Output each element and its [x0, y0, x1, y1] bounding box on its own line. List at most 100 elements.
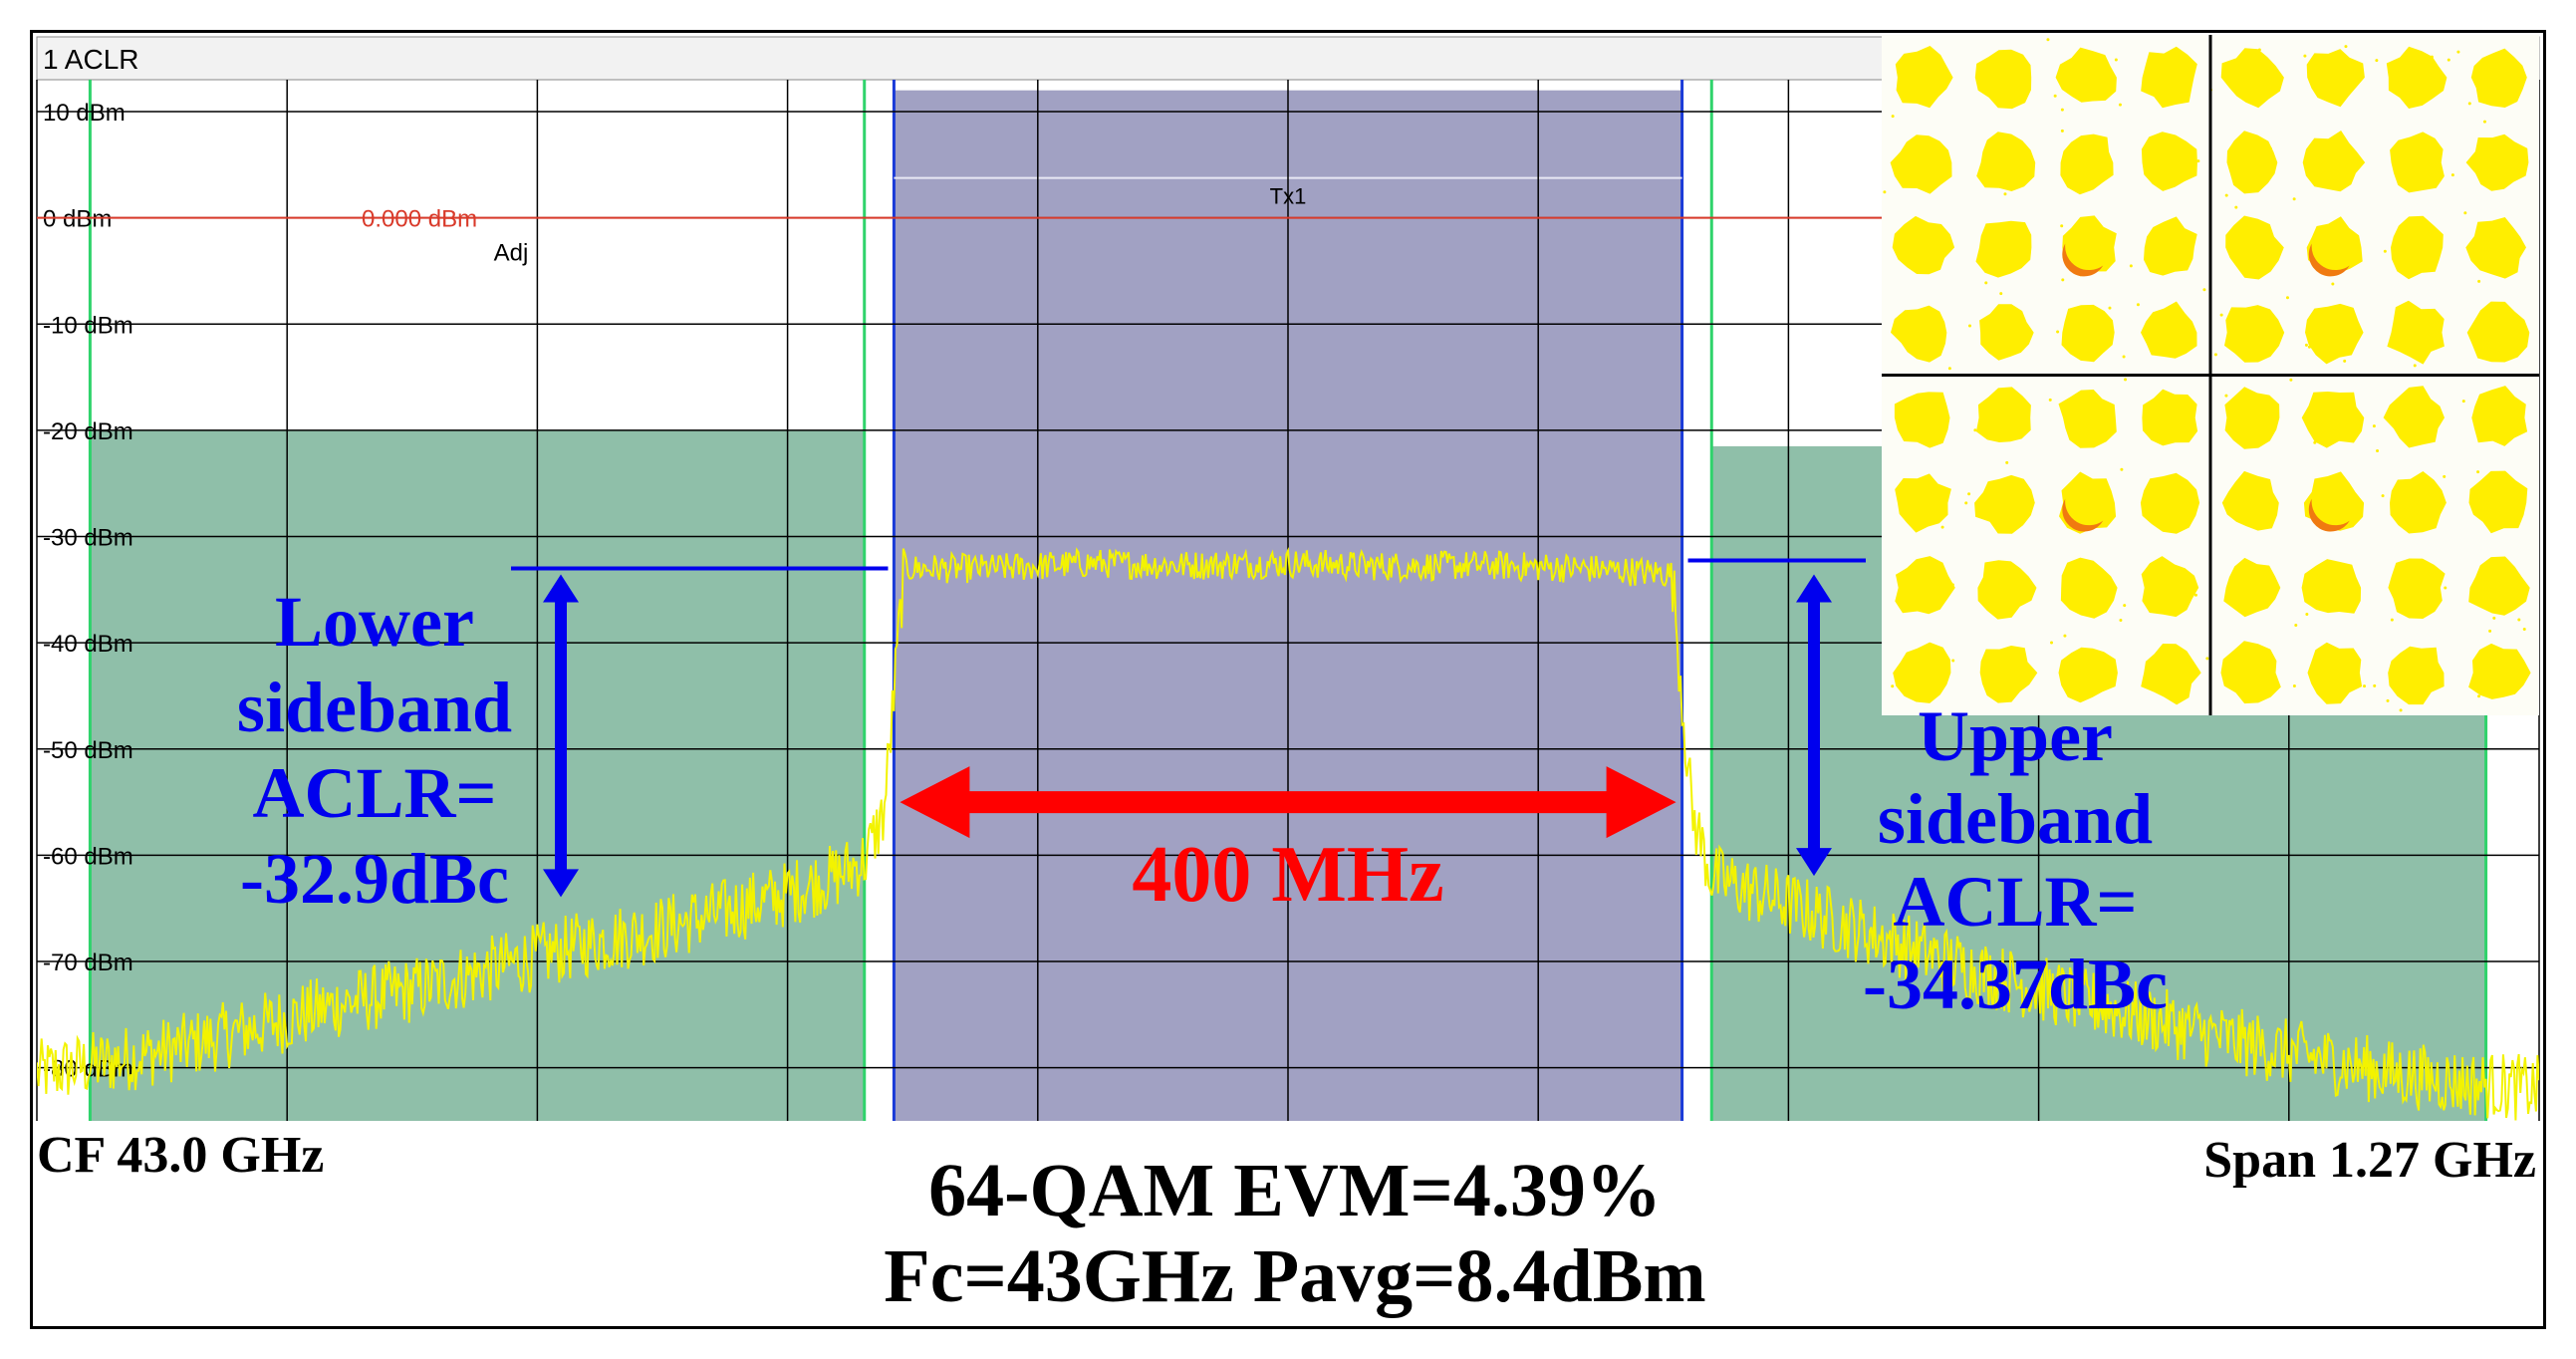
constellation-dust: [2483, 604, 2487, 608]
constellation-point: [2306, 49, 2365, 108]
lower-sideband-aclr-text: -32.9dBc: [240, 839, 509, 919]
y-tick-label: -60 dBm: [43, 843, 133, 870]
constellation-dust: [2477, 279, 2481, 283]
constellation-point-highlight: [2062, 243, 2104, 277]
constellation-dust: [2304, 343, 2308, 347]
constellation-point: [1977, 560, 2037, 620]
constellation-dust: [1984, 281, 1988, 285]
constellation-dust: [2072, 494, 2076, 498]
constellation-dust: [2167, 418, 2171, 422]
constellation-dust: [2467, 102, 2471, 106]
constellation-dust: [1940, 525, 1944, 529]
constellation-dust: [2408, 678, 2412, 681]
constellation-dust: [2122, 355, 2126, 359]
constellation-dust: [1916, 242, 1920, 246]
constellation-point: [1979, 646, 2038, 703]
lower-sideband-aclr-text: ACLR=: [252, 753, 496, 833]
constellation-dust: [2323, 675, 2327, 679]
constellation-point: [2301, 392, 2365, 448]
constellation-dust: [1951, 659, 1955, 663]
constellation-point: [2058, 647, 2118, 703]
carrier-power-label: Fc=43GHz Pavg=8.4dBm: [884, 1234, 1705, 1318]
constellation-point: [2301, 559, 2362, 614]
constellation-dust: [2046, 38, 2050, 42]
constellation-dust: [2349, 679, 2353, 682]
tx-channel-label: Tx1: [1270, 184, 1307, 209]
constellation-dust: [1967, 492, 1971, 496]
upper-sideband-aclr-text: sideband: [1878, 779, 2153, 859]
constellation-point: [1890, 135, 1952, 194]
constellation-dust: [2118, 103, 2122, 107]
constellation-point: [2305, 303, 2364, 365]
constellation-dust: [2219, 313, 2223, 317]
constellation-dust: [2202, 288, 2206, 292]
constellation-point: [1895, 46, 1953, 109]
constellation-dust: [2268, 146, 2272, 150]
constellation-point: [2390, 471, 2447, 534]
constellation-dust: [2003, 192, 2007, 196]
bandwidth-arrow-head-left: [900, 766, 970, 839]
constellation-point: [1892, 215, 1955, 275]
constellation-dust: [1967, 324, 1971, 328]
y-tick-label: -50 dBm: [43, 737, 133, 764]
constellation-point: [1974, 49, 2032, 110]
upper-sideband-aclr-text: Upper: [1918, 696, 2113, 776]
constellation-dust: [2061, 278, 2065, 282]
constellation-point: [2388, 558, 2446, 619]
constellation-dust: [2003, 690, 2007, 694]
constellation-dust: [2390, 618, 2394, 622]
constellation-dust: [2224, 193, 2228, 197]
constellation-dust: [1964, 501, 1968, 505]
upper-arrow-head-up: [1796, 574, 1832, 603]
constellation-dust: [2363, 684, 2367, 688]
constellation-dust: [2343, 359, 2347, 363]
constellation-dust: [2169, 688, 2173, 692]
constellation-point: [2141, 132, 2197, 191]
constellation-dust: [2096, 436, 2100, 440]
constellation-dust: [2161, 411, 2165, 415]
upper-arrow-head-down: [1796, 848, 1832, 877]
lower-arrow-head-down: [543, 869, 579, 898]
constellation-dust: [2205, 657, 2209, 661]
constellation-point: [2220, 641, 2281, 704]
constellation-dust: [2119, 619, 2123, 623]
constellation-point: [2144, 216, 2197, 276]
constellation-dust: [2482, 120, 2486, 124]
constellation-point: [2465, 217, 2526, 279]
constellation-dust: [2492, 616, 2496, 620]
constellation-dust: [2050, 641, 2054, 645]
constellation-point: [2058, 390, 2117, 448]
y-tick-label: -30 dBm: [43, 525, 133, 552]
constellation-dust: [2511, 489, 2515, 493]
constellation-dust: [2331, 282, 2335, 286]
constellation-dust: [2471, 76, 2475, 80]
constellation-point: [2390, 132, 2445, 193]
y-tick-label: -10 dBm: [43, 312, 133, 339]
constellation-dust: [2381, 494, 2385, 498]
constellation-dust: [1883, 190, 1887, 194]
constellation-dust: [2386, 698, 2390, 702]
constellation-dust: [2477, 694, 2481, 698]
constellation-dust: [2447, 58, 2450, 62]
constellation-dust: [2173, 486, 2177, 490]
constellation-dust: [1939, 581, 1943, 585]
figure-frame: 1 ACLR 10 dBm 0 dBm -10 dBm -20 dBm -30 dBm -…: [30, 30, 2546, 1329]
y-tick-label: -70 dBm: [43, 950, 133, 976]
constellation-point: [1891, 305, 1947, 363]
constellation-point: [2468, 643, 2531, 699]
constellation-dust: [2213, 353, 2217, 357]
constellation-dust: [2242, 83, 2246, 87]
constellation-dust: [2107, 668, 2111, 672]
constellation-point: [2468, 470, 2528, 534]
constellation-point: [2307, 642, 2363, 704]
constellation-dust: [2508, 563, 2512, 567]
constellation-point: [2224, 387, 2280, 449]
constellation-point: [2226, 131, 2278, 194]
constellation-dust: [2124, 378, 2128, 382]
constellation-point: [2303, 471, 2365, 531]
constellation-dust: [2292, 197, 2296, 201]
constellation-dust: [1891, 684, 1895, 688]
constellation-dust: [2488, 629, 2492, 633]
constellation-dust: [2399, 708, 2403, 712]
constellation-dust: [2517, 618, 2521, 622]
